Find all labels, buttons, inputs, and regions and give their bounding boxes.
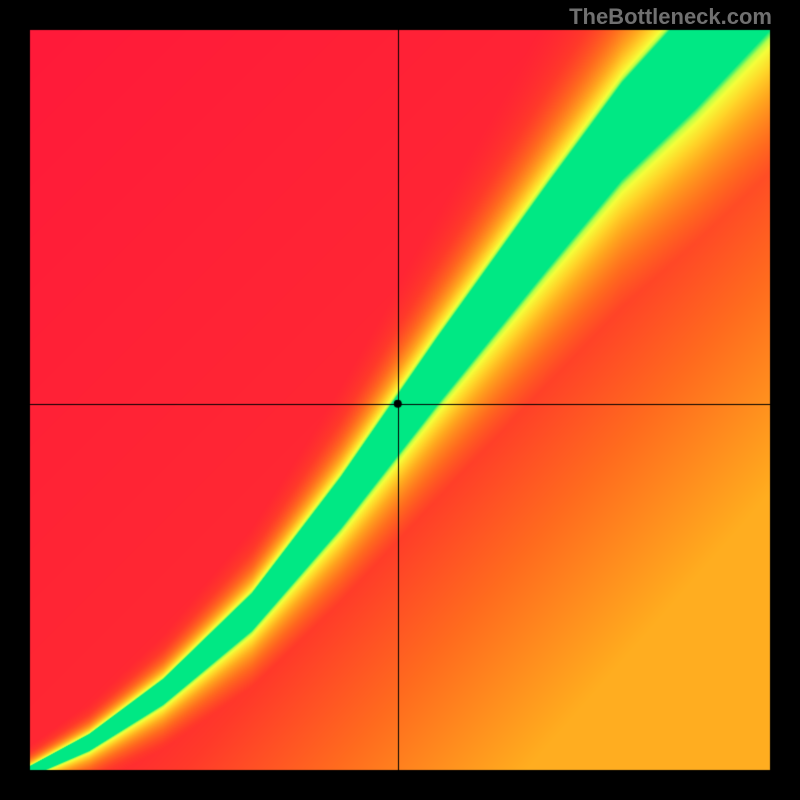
chart-stage: TheBottleneck.com <box>0 0 800 800</box>
source-watermark: TheBottleneck.com <box>569 4 772 30</box>
bottleneck-heatmap-canvas <box>0 0 800 800</box>
